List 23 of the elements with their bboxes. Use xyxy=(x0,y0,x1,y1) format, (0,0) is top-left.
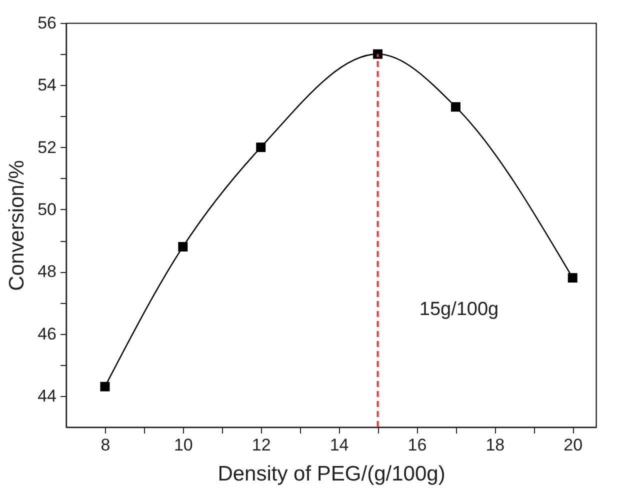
point xyxy=(450,102,460,112)
x-tick-label: 14 xyxy=(330,436,349,454)
y-tick-label: 54 xyxy=(38,76,56,95)
y-tick-label: 50 xyxy=(38,200,56,219)
y-tick-label: 56 xyxy=(38,14,56,32)
x-tick-label: 10 xyxy=(174,436,193,454)
x-tick-label: 8 xyxy=(100,436,110,454)
point xyxy=(568,273,578,283)
point xyxy=(178,242,188,252)
point xyxy=(100,382,110,392)
point xyxy=(373,49,383,59)
y-axis-title: Conversion/% xyxy=(6,160,29,291)
y-tick-label: 46 xyxy=(38,324,56,344)
y-tick-label: 48 xyxy=(38,262,56,282)
point xyxy=(256,142,266,152)
y-tick-label: 44 xyxy=(38,386,56,406)
x-tick-label: 16 xyxy=(408,436,427,454)
x-tick-label: 20 xyxy=(564,436,583,454)
annotation: 15g/100g xyxy=(419,299,499,320)
x-tick-label: 12 xyxy=(252,436,271,454)
x-axis-title: Density of PEG/(g/100g) xyxy=(218,462,446,486)
x-tick-label: 18 xyxy=(486,436,505,454)
y-tick-label: 52 xyxy=(38,138,56,157)
